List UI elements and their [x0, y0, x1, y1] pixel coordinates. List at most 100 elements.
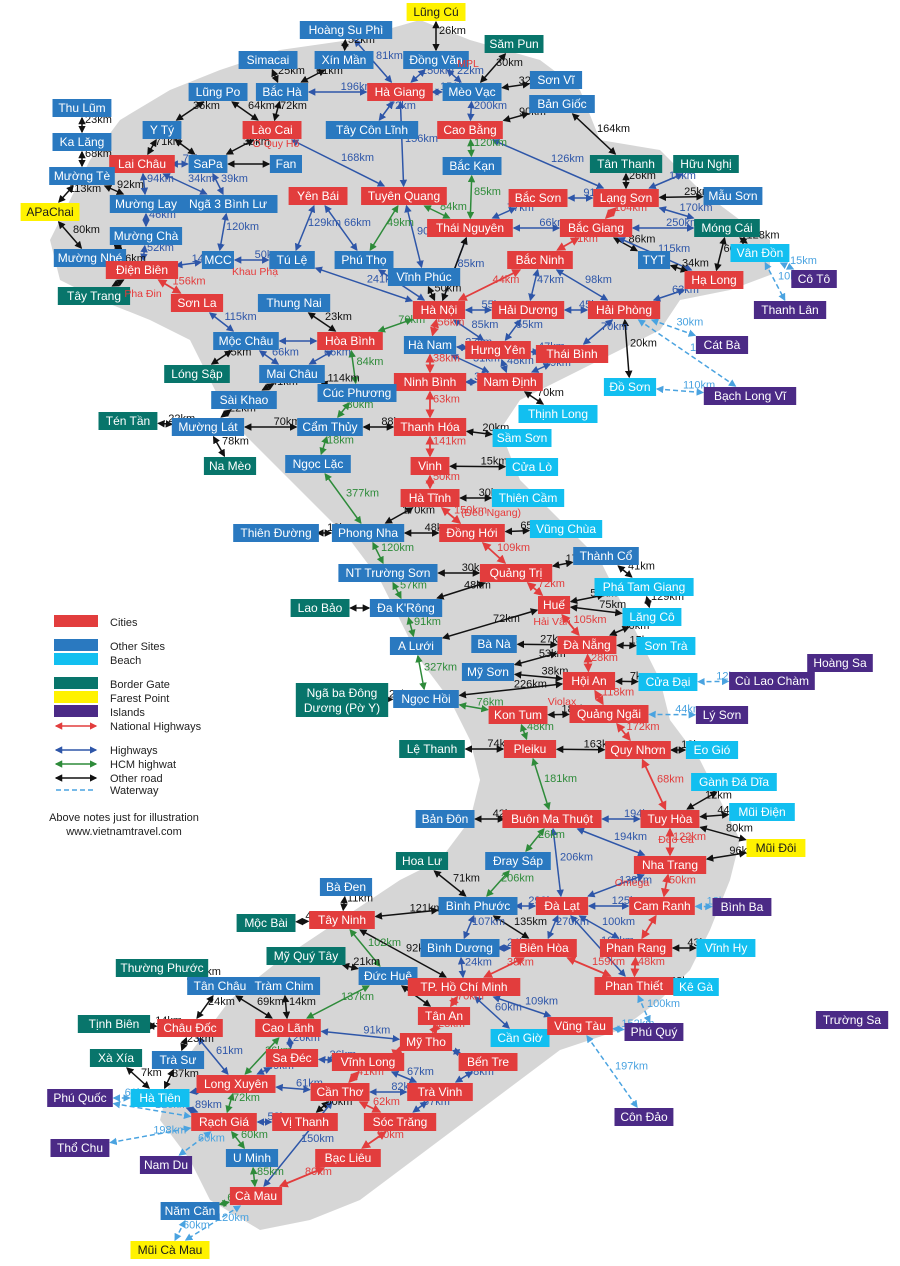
place-thanhhoa[interactable]: Thanh Hóa: [393, 418, 467, 436]
place-muicamau[interactable]: Mũi Cà Mau: [130, 1241, 210, 1259]
place-thuongphuoc[interactable]: Thường Phước: [115, 959, 209, 977]
place-laocai[interactable]: Lào Cai: [242, 121, 302, 139]
place-vinhphuc[interactable]: Vĩnh Phúc: [387, 268, 461, 286]
place-lethanh[interactable]: Lệ Thanh: [399, 740, 465, 758]
place-dalat[interactable]: Đà Lạt: [535, 897, 589, 915]
place-haiphong[interactable]: Hải Phòng: [587, 301, 661, 319]
place-thulum[interactable]: Thu Lũm: [52, 99, 112, 117]
place-longsap[interactable]: Lóng Sập: [164, 365, 230, 383]
place-sapa[interactable]: SaPa: [188, 155, 228, 173]
place-dakrong[interactable]: Đa K'Rông: [369, 599, 443, 617]
place-nttruongson[interactable]: NT Trường Sơn: [338, 564, 438, 582]
place-tinhbien[interactable]: Tịnh Biên: [77, 1015, 151, 1033]
place-thiencam[interactable]: Thiên Cầm: [491, 489, 565, 507]
place-phongnha[interactable]: Phong Nha: [331, 524, 405, 542]
place-sontra[interactable]: Sơn Trà: [636, 637, 696, 655]
place-tuyhoa[interactable]: Tuy Hòa: [640, 810, 700, 828]
place-cuadai[interactable]: Cửa Đại: [638, 673, 698, 691]
place-bienhoa[interactable]: Biên Hòa: [511, 939, 577, 957]
place-vungchua[interactable]: Vũng Chùa: [529, 520, 603, 538]
place-thochu[interactable]: Thổ Chu: [50, 1139, 110, 1157]
place-bachlongvi[interactable]: Bạch Long Vĩ: [703, 387, 797, 405]
place-apachai[interactable]: APaChai: [20, 203, 80, 221]
place-mauson[interactable]: Mẫu Sơn: [703, 187, 763, 205]
place-lungcu[interactable]: Lũng Cú: [406, 3, 466, 21]
place-namdu[interactable]: Nam Du: [139, 1156, 193, 1174]
place-quangngai[interactable]: Quảng Ngãi: [569, 705, 649, 723]
place-ngoclac[interactable]: Ngọc Lặc: [285, 455, 351, 473]
place-danang[interactable]: Đà Nẵng: [557, 636, 617, 654]
place-tayninh[interactable]: Tây Ninh: [309, 911, 375, 929]
place-vinh[interactable]: Vinh: [410, 457, 450, 475]
place-condao[interactable]: Côn Đảo: [614, 1108, 674, 1126]
place-hoalu[interactable]: Hoa Lư: [395, 852, 449, 870]
place-tentan[interactable]: Tén Tần: [98, 412, 158, 430]
place-buonmathuot[interactable]: Buôn Ma Thuột: [502, 810, 602, 828]
place-thanhlan[interactable]: Thanh Lân: [753, 301, 827, 319]
place-cantho[interactable]: Cần Thơ: [310, 1083, 370, 1101]
place-baden[interactable]: Bà Đen: [319, 878, 373, 896]
place-longxuyen[interactable]: Long Xuyên: [196, 1075, 276, 1093]
place-hatien[interactable]: Hà Tiên: [130, 1089, 190, 1107]
place-myson[interactable]: Mỹ Sơn: [461, 663, 515, 681]
place-myquytay[interactable]: Mỹ Quý Tây: [266, 947, 346, 965]
place-bacgiang[interactable]: Bắc Giang: [559, 219, 633, 237]
place-backan[interactable]: Bắc Kạn: [442, 157, 502, 175]
place-quynhon[interactable]: Quy Nhơn: [605, 741, 671, 759]
place-doson[interactable]: Đồ Sơn: [603, 378, 657, 396]
place-bacha[interactable]: Bắc Hà: [255, 83, 309, 101]
place-namdinh[interactable]: Nam Định: [477, 373, 543, 391]
place-nhatrang[interactable]: Nha Trang: [633, 856, 707, 874]
place-thinhlong[interactable]: Thịnh Long: [518, 405, 598, 423]
place-phanthiet[interactable]: Phan Thiết: [594, 977, 674, 995]
place-thienduong[interactable]: Thiên Đường: [233, 524, 319, 542]
place-hoabinh[interactable]: Hòa Bình: [317, 332, 383, 350]
place-sadec[interactable]: Sa Đéc: [265, 1049, 319, 1067]
place-hatinh[interactable]: Hà Tĩnh: [400, 489, 460, 507]
place-cangio[interactable]: Cần Giờ: [490, 1029, 550, 1047]
place-taycon[interactable]: Tây Côn Lĩnh: [325, 121, 419, 139]
place-hanoi[interactable]: Hà Nội: [412, 301, 466, 319]
place-hoian[interactable]: Hội An: [562, 672, 616, 690]
place-yenbai[interactable]: Yên Bái: [288, 187, 348, 205]
place-bandon[interactable]: Bản Đôn: [415, 810, 475, 828]
place-meovac[interactable]: Mèo Vạc: [442, 83, 502, 101]
place-ganhdadia[interactable]: Gành Đá Dĩa: [691, 773, 777, 791]
place-samson[interactable]: Sầm Sơn: [492, 429, 552, 447]
place-mytho[interactable]: Mỹ Tho: [399, 1033, 453, 1051]
place-binhduong[interactable]: Bình Dương: [420, 939, 500, 957]
place-camranh[interactable]: Cam Ranh: [629, 897, 695, 915]
place-kalang[interactable]: Ka Lăng: [52, 133, 112, 151]
place-binhphuoc[interactable]: Bình Phước: [438, 897, 518, 915]
place-trasu[interactable]: Trà Sư: [151, 1051, 205, 1069]
place-hanam[interactable]: Hà Nam: [403, 336, 457, 354]
place-hue[interactable]: Huế: [538, 596, 571, 614]
place-catba[interactable]: Cát Bà: [695, 336, 749, 354]
place-huunghi[interactable]: Hữu Nghị: [673, 155, 739, 173]
place-vinhlong[interactable]: Vĩnh Long: [331, 1053, 405, 1071]
place-eogio[interactable]: Eo Gió: [685, 741, 739, 759]
place-muidoi[interactable]: Mũi Đôi: [746, 839, 806, 857]
place-coto[interactable]: Cô Tô: [791, 270, 837, 288]
place-hungyen[interactable]: Hưng Yên: [465, 341, 531, 359]
place-langco[interactable]: Lăng Cô: [622, 608, 682, 626]
place-simacai[interactable]: Simacai: [238, 51, 298, 69]
place-hoangsa[interactable]: Hoàng Sa: [807, 654, 873, 672]
place-tramchim[interactable]: Tràm Chim: [247, 977, 321, 995]
place-langson[interactable]: Lạng Sơn: [593, 189, 659, 207]
place-vinhhy[interactable]: Vĩnh Hy: [696, 939, 756, 957]
place-dongvan[interactable]: Đồng Văn: [403, 51, 469, 69]
place-ninhbinh[interactable]: Ninh Bình: [393, 373, 467, 391]
place-cualo[interactable]: Cửa Lò: [505, 458, 559, 476]
place-hoangsuphi[interactable]: Hoàng Su Phì: [299, 21, 393, 39]
place-caolanh[interactable]: Cao Lãnh: [255, 1019, 321, 1037]
place-mocbai[interactable]: Mộc Bài: [236, 914, 296, 932]
place-thainguyen[interactable]: Thái Nguyên: [427, 219, 513, 237]
place-cucphuong[interactable]: Cúc Phương: [317, 384, 397, 402]
place-draysap[interactable]: Đray Sáp: [485, 852, 551, 870]
place-camthuy[interactable]: Cẩm Thủy: [297, 418, 363, 436]
place-phuquy[interactable]: Phú Quý: [624, 1023, 684, 1041]
place-aluoi[interactable]: A Lưới: [389, 637, 443, 655]
place-phuquoc[interactable]: Phú Quốc: [47, 1089, 113, 1107]
